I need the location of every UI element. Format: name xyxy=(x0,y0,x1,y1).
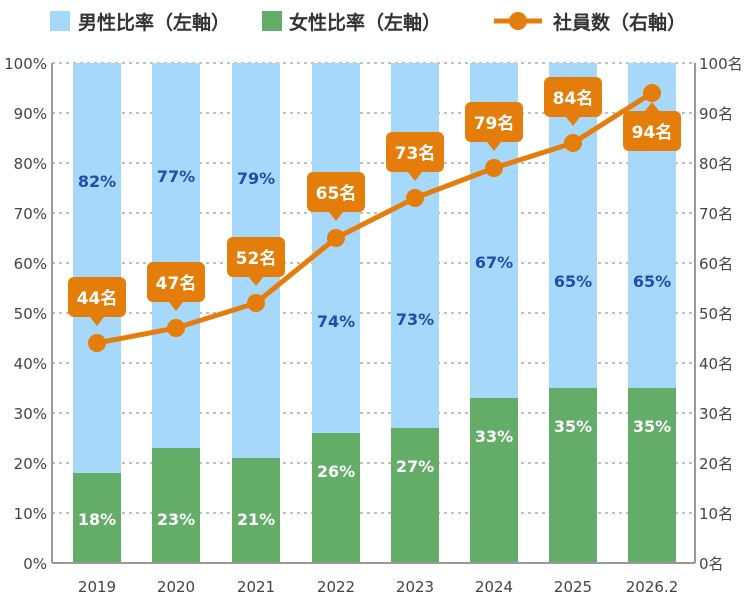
male-data-label: 74% xyxy=(317,312,355,331)
legend-label-male: 男性比率（左軸） xyxy=(78,11,230,34)
bar-female xyxy=(549,388,597,563)
bar-male xyxy=(152,63,200,448)
employee-point xyxy=(88,334,106,352)
employee-data-label: 44名 xyxy=(77,288,118,309)
female-data-label: 21% xyxy=(237,510,275,529)
employee-data-label: 65名 xyxy=(316,183,357,204)
callout-pointer xyxy=(408,172,422,181)
right-tick-label: 50名 xyxy=(699,305,733,323)
male-data-label: 79% xyxy=(237,169,275,188)
bar-female xyxy=(628,388,676,563)
callout-box xyxy=(465,102,523,142)
callout-pointer xyxy=(645,102,659,111)
bar-female xyxy=(470,398,518,563)
male-data-label: 67% xyxy=(475,253,513,272)
right-tick-label: 60名 xyxy=(699,255,733,273)
callout-pointer xyxy=(487,142,501,151)
employee-point xyxy=(406,189,424,207)
left-tick-label: 10% xyxy=(14,505,47,523)
left-tick-label: 20% xyxy=(14,455,47,473)
left-tick-label: 60% xyxy=(14,255,47,273)
callout-pointer xyxy=(329,212,343,221)
male-data-label: 65% xyxy=(633,272,671,291)
bar-female xyxy=(312,433,360,563)
callout-box xyxy=(307,172,365,212)
legend-label-female: 女性比率（左軸） xyxy=(289,11,441,34)
employee-data-label: 84名 xyxy=(553,88,594,109)
employee-line xyxy=(96,90,654,346)
right-tick-label: 20名 xyxy=(699,455,733,473)
x-tick-label: 2021 xyxy=(237,578,275,596)
employee-point xyxy=(247,294,265,312)
legend-marker-employees xyxy=(509,12,527,30)
right-tick-label: 30名 xyxy=(699,405,733,423)
bar-male xyxy=(73,63,121,473)
x-tick-label: 2020 xyxy=(157,578,195,596)
female-data-label: 26% xyxy=(317,462,355,481)
x-tick-label: 2019 xyxy=(78,578,116,596)
callout-pointer xyxy=(249,277,263,286)
left-tick-label: 0% xyxy=(23,555,47,573)
callout-pointer xyxy=(169,302,183,311)
left-tick-label: 70% xyxy=(14,205,47,223)
x-tick-label: 2024 xyxy=(475,578,513,596)
callout-box xyxy=(227,237,285,277)
callout-box xyxy=(544,77,602,117)
employee-data-label: 52名 xyxy=(236,248,277,269)
x-tick-label: 2026.2 xyxy=(626,578,679,596)
left-tick-label: 50% xyxy=(14,305,47,323)
employee-point xyxy=(167,319,185,337)
employee-point xyxy=(643,84,661,102)
callout-box xyxy=(623,111,681,151)
legend-label-employees: 社員数（右軸） xyxy=(552,11,686,34)
right-tick-label: 0名 xyxy=(699,555,724,573)
male-data-label: 65% xyxy=(554,272,592,291)
legend-swatch-male xyxy=(50,11,70,31)
employee-point xyxy=(564,134,582,152)
female-data-label: 18% xyxy=(78,510,116,529)
right-tick-label: 90名 xyxy=(699,105,733,123)
right-tick-label: 70名 xyxy=(699,205,733,223)
right-tick-label: 100名 xyxy=(699,55,743,73)
x-tick-label: 2022 xyxy=(317,578,355,596)
left-tick-label: 100% xyxy=(4,55,47,73)
employee-point xyxy=(485,159,503,177)
right-tick-label: 80名 xyxy=(699,155,733,173)
employee-data-label: 79名 xyxy=(474,113,515,134)
female-data-label: 23% xyxy=(157,510,195,529)
x-tick-label: 2025 xyxy=(554,578,592,596)
female-data-label: 33% xyxy=(475,427,513,446)
bar-female xyxy=(73,473,121,563)
callout-box xyxy=(386,132,444,172)
callout-box xyxy=(147,262,205,302)
left-tick-label: 40% xyxy=(14,355,47,373)
callout-box xyxy=(68,277,126,317)
callout-pointer xyxy=(90,317,104,326)
male-data-label: 77% xyxy=(157,167,195,186)
legend-swatch-female xyxy=(262,11,282,31)
bar-female xyxy=(152,448,200,563)
right-tick-label: 40名 xyxy=(699,355,733,373)
female-data-label: 27% xyxy=(396,457,434,476)
employee-data-label: 73名 xyxy=(395,143,436,164)
x-tick-label: 2023 xyxy=(396,578,434,596)
bar-male xyxy=(391,63,439,428)
bar-female xyxy=(391,428,439,563)
female-data-label: 35% xyxy=(633,417,671,436)
bar-male xyxy=(312,63,360,433)
left-tick-label: 80% xyxy=(14,155,47,173)
bar-female xyxy=(232,458,280,563)
employee-point xyxy=(327,229,345,247)
female-data-label: 35% xyxy=(554,417,592,436)
right-tick-label: 10名 xyxy=(699,505,733,523)
callout-pointer xyxy=(566,117,580,126)
employee-data-label: 47名 xyxy=(156,273,197,294)
left-tick-label: 90% xyxy=(14,105,47,123)
male-data-label: 82% xyxy=(78,172,116,191)
employee-data-label: 94名 xyxy=(632,122,673,143)
male-data-label: 73% xyxy=(396,310,434,329)
left-tick-label: 30% xyxy=(14,405,47,423)
